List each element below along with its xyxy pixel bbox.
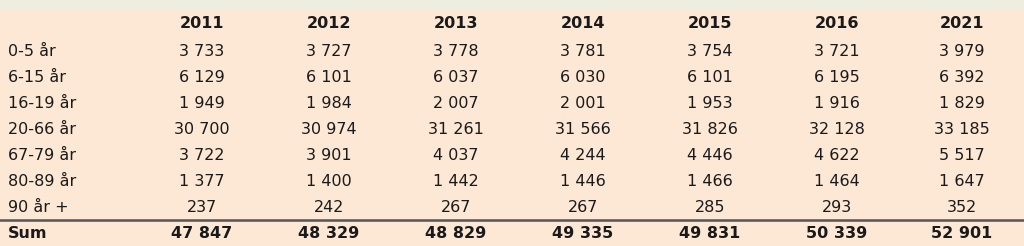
Text: 1 953: 1 953 xyxy=(687,96,732,111)
Text: Sum: Sum xyxy=(8,226,48,241)
Text: 2015: 2015 xyxy=(687,16,732,31)
Text: 16-19 år: 16-19 år xyxy=(8,96,77,111)
Text: 3 781: 3 781 xyxy=(560,44,605,59)
FancyBboxPatch shape xyxy=(0,194,1024,220)
Text: 352: 352 xyxy=(947,200,977,215)
Text: 1 466: 1 466 xyxy=(687,173,732,188)
Text: 80-89 år: 80-89 år xyxy=(8,173,77,188)
Text: 3 778: 3 778 xyxy=(433,44,478,59)
Text: 32 128: 32 128 xyxy=(809,122,864,137)
Text: 1 984: 1 984 xyxy=(306,96,351,111)
FancyBboxPatch shape xyxy=(0,0,1024,10)
Text: 2011: 2011 xyxy=(179,16,224,31)
Text: 6 037: 6 037 xyxy=(433,70,478,85)
Text: 47 847: 47 847 xyxy=(171,226,232,241)
Text: 33 185: 33 185 xyxy=(934,122,990,137)
Text: 30 700: 30 700 xyxy=(174,122,229,137)
Text: 267: 267 xyxy=(440,200,471,215)
Text: 1 446: 1 446 xyxy=(560,173,605,188)
Text: 52 901: 52 901 xyxy=(932,226,992,241)
Text: 49 831: 49 831 xyxy=(679,226,740,241)
Text: 2 007: 2 007 xyxy=(433,96,478,111)
FancyBboxPatch shape xyxy=(0,38,1024,64)
Text: 3 727: 3 727 xyxy=(306,44,351,59)
Text: 267: 267 xyxy=(567,200,598,215)
Text: 2016: 2016 xyxy=(814,16,859,31)
Text: 50 339: 50 339 xyxy=(806,226,867,241)
Text: 67-79 år: 67-79 år xyxy=(8,148,76,163)
Text: 4 037: 4 037 xyxy=(433,148,478,163)
FancyBboxPatch shape xyxy=(0,116,1024,142)
Text: 2 001: 2 001 xyxy=(560,96,605,111)
Text: 2021: 2021 xyxy=(940,16,984,31)
Text: 3 721: 3 721 xyxy=(814,44,859,59)
Text: 0-5 år: 0-5 år xyxy=(8,44,56,59)
Text: 20-66 år: 20-66 år xyxy=(8,122,76,137)
Text: 1 400: 1 400 xyxy=(306,173,351,188)
Text: 6 030: 6 030 xyxy=(560,70,605,85)
Text: 31 566: 31 566 xyxy=(555,122,610,137)
Text: 237: 237 xyxy=(186,200,217,215)
Text: 1 829: 1 829 xyxy=(939,96,985,111)
Text: 4 244: 4 244 xyxy=(560,148,605,163)
Text: 6 129: 6 129 xyxy=(179,70,224,85)
FancyBboxPatch shape xyxy=(0,220,1024,246)
Text: 2012: 2012 xyxy=(306,16,351,31)
Text: 1 949: 1 949 xyxy=(179,96,224,111)
Text: 48 829: 48 829 xyxy=(425,226,486,241)
Text: 1 377: 1 377 xyxy=(179,173,224,188)
Text: 90 år +: 90 år + xyxy=(8,200,69,215)
Text: 3 901: 3 901 xyxy=(306,148,351,163)
Text: 242: 242 xyxy=(313,200,344,215)
Text: 3 754: 3 754 xyxy=(687,44,732,59)
FancyBboxPatch shape xyxy=(0,90,1024,116)
FancyBboxPatch shape xyxy=(0,142,1024,168)
Text: 2013: 2013 xyxy=(433,16,478,31)
Text: 1 916: 1 916 xyxy=(814,96,859,111)
Text: 3 733: 3 733 xyxy=(179,44,224,59)
FancyBboxPatch shape xyxy=(0,64,1024,90)
Text: 6 195: 6 195 xyxy=(814,70,859,85)
Text: 1 647: 1 647 xyxy=(939,173,985,188)
Text: 31 826: 31 826 xyxy=(682,122,737,137)
Text: 1 442: 1 442 xyxy=(433,173,478,188)
Text: 3 979: 3 979 xyxy=(939,44,985,59)
Text: 5 517: 5 517 xyxy=(939,148,985,163)
Text: 2014: 2014 xyxy=(560,16,605,31)
Text: 285: 285 xyxy=(694,200,725,215)
Text: 6-15 år: 6-15 år xyxy=(8,70,67,85)
Text: 49 335: 49 335 xyxy=(552,226,613,241)
Text: 3 722: 3 722 xyxy=(179,148,224,163)
Text: 293: 293 xyxy=(821,200,852,215)
Text: 1 464: 1 464 xyxy=(814,173,859,188)
Text: 4 446: 4 446 xyxy=(687,148,732,163)
FancyBboxPatch shape xyxy=(0,168,1024,194)
Text: 6 392: 6 392 xyxy=(939,70,985,85)
Text: 30 974: 30 974 xyxy=(301,122,356,137)
Text: 6 101: 6 101 xyxy=(306,70,351,85)
Text: 31 261: 31 261 xyxy=(428,122,483,137)
Text: 4 622: 4 622 xyxy=(814,148,859,163)
Text: 6 101: 6 101 xyxy=(687,70,732,85)
Text: 48 329: 48 329 xyxy=(298,226,359,241)
FancyBboxPatch shape xyxy=(0,10,1024,38)
